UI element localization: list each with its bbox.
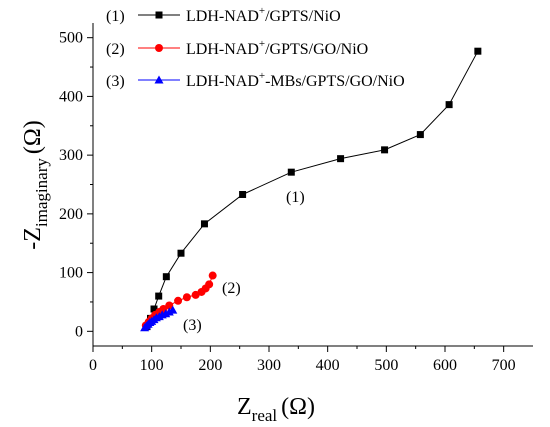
x-tick-label: 200 [198, 357, 222, 374]
legend-index: (3) [106, 73, 125, 90]
legend-label: LDH-NAD+/GPTS/GO/NiO [186, 38, 368, 58]
x-tick-label: 600 [433, 357, 457, 374]
legend-item-2: (2) LDH-NAD+/GPTS/GO/NiO [106, 38, 368, 58]
series-layer [140, 47, 482, 332]
legend-label: LDH-NAD+/GPTS/NiO [186, 5, 341, 25]
curve-label-3: (3) [183, 317, 202, 334]
data-point [239, 190, 247, 198]
x-tick-label: 700 [492, 357, 516, 374]
legend-item-3: (3) LDH-NAD+-MBs/GPTS/GO/NiO [106, 70, 405, 90]
annotations: (1) (2) (3) [183, 189, 305, 334]
data-point [445, 101, 453, 109]
y-ticks: 0 100 200 300 400 500 [59, 30, 93, 340]
data-point [182, 293, 191, 302]
legend-label: LDH-NAD+-MBs/GPTS/GO/NiO [186, 70, 405, 90]
legend: (1) LDH-NAD+/GPTS/NiO (2) LDH-NAD+/GPTS/GO/… [106, 5, 405, 90]
series-1 [143, 47, 482, 331]
curve-label-2: (2) [222, 280, 241, 297]
data-point [287, 168, 295, 176]
data-point [205, 280, 214, 289]
data-point [165, 301, 174, 310]
series-line [146, 50, 479, 327]
data-point [337, 155, 345, 163]
y-tick-label: 500 [59, 30, 83, 47]
y-tick-label: 200 [59, 206, 83, 223]
legend-index: (1) [106, 8, 125, 25]
legend-index: (2) [106, 41, 125, 58]
data-point [208, 271, 217, 280]
data-point [381, 146, 389, 154]
y-axis-title: -Zimaginary(Ω) [20, 120, 51, 249]
data-point [474, 47, 482, 55]
legend-marker [154, 75, 164, 84]
x-ticks: 0 100 200 300 400 500 600 700 [89, 346, 516, 374]
legend-marker [155, 11, 163, 19]
data-point [174, 296, 183, 305]
data-point [416, 131, 424, 139]
x-tick-label: 0 [89, 357, 97, 374]
data-point [177, 249, 185, 257]
y-tick-label: 100 [59, 265, 83, 282]
series-3 [140, 305, 178, 332]
y-tick-label: 300 [59, 147, 83, 164]
x-axis-title: Zreal (Ω) [237, 394, 315, 425]
data-point [162, 273, 170, 281]
x-tick-label: 100 [140, 357, 164, 374]
x-tick-label: 400 [316, 357, 340, 374]
curve-label-1: (1) [286, 189, 305, 206]
data-point [200, 220, 208, 228]
x-tick-label: 300 [257, 357, 281, 374]
data-point [150, 305, 158, 313]
x-tick-label: 500 [374, 357, 398, 374]
y-tick-label: 0 [75, 323, 83, 340]
y-tick-label: 400 [59, 88, 83, 105]
legend-marker [155, 44, 163, 52]
legend-item-1: (1) LDH-NAD+/GPTS/NiO [106, 5, 341, 25]
data-point [168, 305, 178, 314]
data-point [155, 292, 163, 300]
